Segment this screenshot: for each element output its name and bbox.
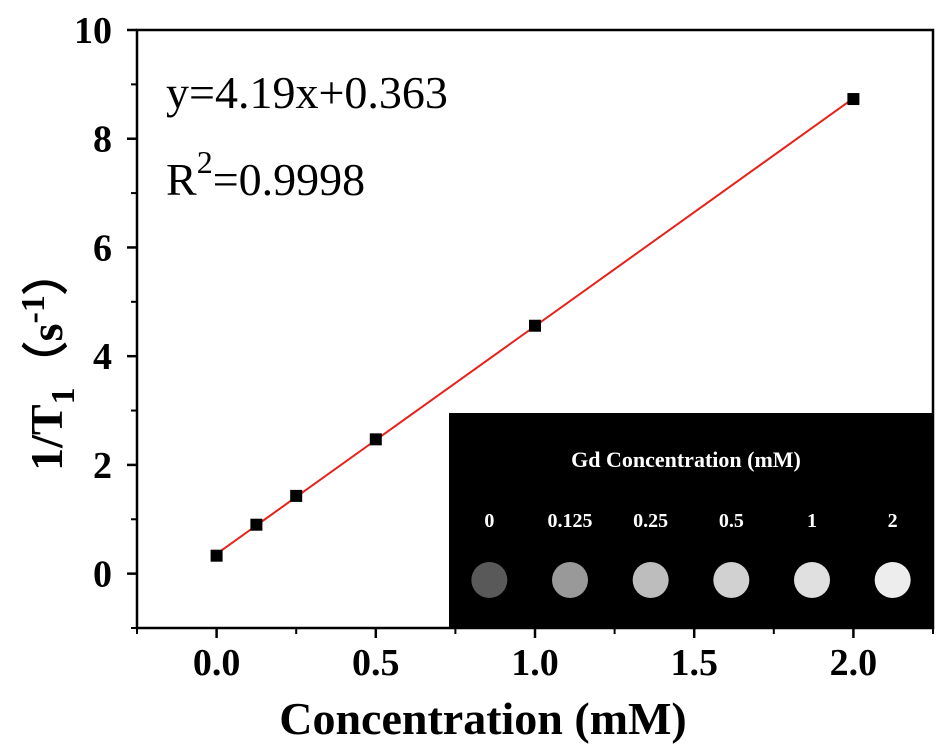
inset-label: 0.5 — [719, 510, 744, 532]
inset-label: 0.125 — [548, 510, 593, 532]
phantom-circle — [713, 562, 750, 598]
y-axis-title-main: 1/T — [21, 404, 72, 470]
y-tick-label: 10 — [74, 10, 112, 52]
inset-label: 0.25 — [633, 510, 668, 532]
phantom-circle — [471, 562, 508, 598]
phantom-circle — [552, 562, 588, 598]
mri-inset: Gd Concentration (mM) 0 0.125 0.25 0.5 1 2 — [449, 413, 933, 627]
y-tick-label: 6 — [93, 227, 112, 269]
phantom-circle — [794, 562, 830, 598]
r-squared-value: =0.9998 — [213, 154, 365, 205]
data-point — [210, 549, 223, 562]
inset-label: 0 — [484, 510, 494, 532]
inset-background — [449, 413, 933, 627]
x-tick-label: 1.0 — [511, 642, 559, 684]
r-squared-sup: 2 — [197, 144, 213, 180]
y-tick-label: 4 — [93, 336, 112, 378]
y-axis-title: 1/T1（s-1） — [15, 249, 82, 471]
phantom-circle — [632, 562, 669, 598]
data-markers — [210, 93, 860, 562]
y-axis-title-close: ） — [21, 249, 72, 295]
r-squared-prefix: R — [166, 154, 197, 205]
x-tick-label: 1.5 — [670, 642, 718, 684]
x-tick-label: 0.5 — [352, 642, 400, 684]
phantom-circle — [874, 562, 911, 598]
fit-equation: y=4.19x+0.363 — [166, 67, 448, 118]
inset-phantoms: 0 0.125 0.25 0.5 1 2 — [471, 510, 911, 598]
y-axis-title-unit: （s — [21, 323, 72, 387]
r-squared: R2=0.9998 — [166, 144, 365, 205]
data-point — [847, 93, 860, 106]
data-point — [369, 433, 382, 446]
x-axis-title: Concentration (mM) — [279, 693, 687, 744]
y-tick-label: 8 — [93, 119, 112, 161]
data-point — [529, 319, 541, 332]
data-point — [290, 489, 303, 502]
inset-label: 1 — [807, 510, 817, 532]
y-tick-label: 2 — [93, 445, 112, 487]
y-axis-title-sub: 1 — [45, 387, 82, 404]
x-tick-label: 2.0 — [830, 642, 878, 684]
inset-title: Gd Concentration (mM) — [571, 447, 801, 472]
y-tick-label: 0 — [93, 554, 112, 596]
inset-label: 2 — [888, 510, 898, 532]
x-tick-label: 0.0 — [193, 642, 241, 684]
data-point — [250, 518, 263, 531]
y-axis-title-sup: -1 — [15, 295, 52, 323]
axis-ticks — [127, 28, 934, 638]
